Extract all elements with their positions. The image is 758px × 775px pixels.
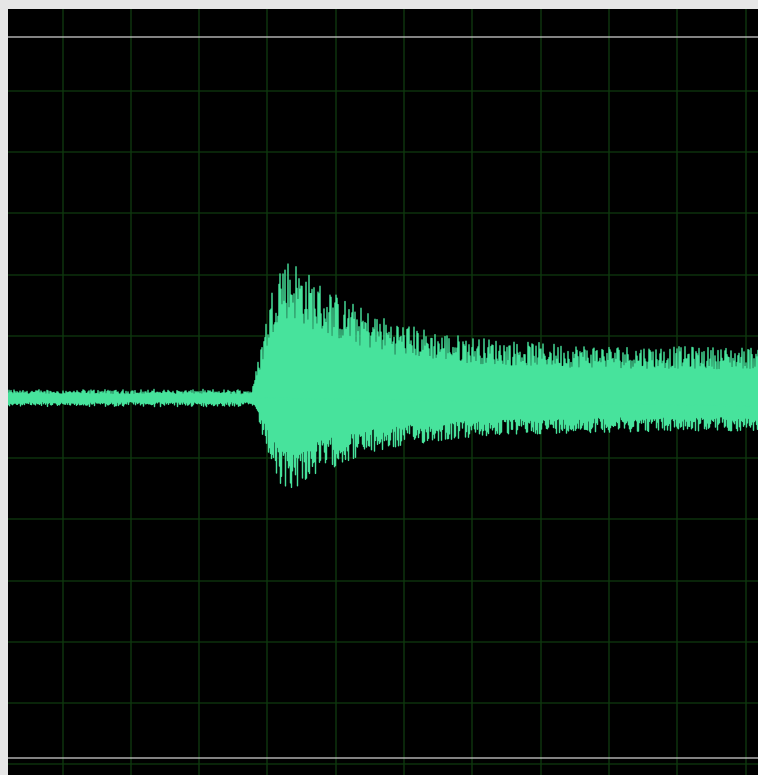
waveform-viewer[interactable] — [8, 9, 758, 775]
waveform-center-trace — [252, 397, 758, 407]
grid — [8, 9, 758, 775]
waveform-canvas[interactable] — [8, 9, 758, 775]
waveform-trace — [8, 263, 758, 489]
waveform — [8, 263, 758, 489]
